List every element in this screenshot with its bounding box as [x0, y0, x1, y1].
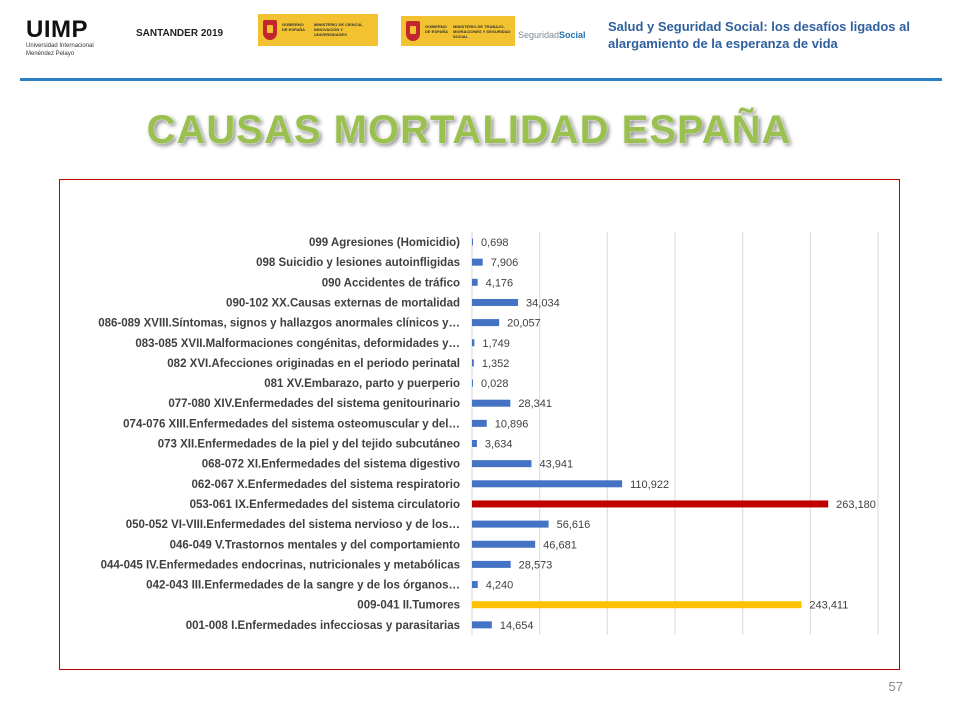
category-label: 099 Agresiones (Homicidio)	[309, 237, 460, 249]
ministry-labour-block: GOBIERNO DE ESPAÑA MINISTERIO DE TRABAJO…	[401, 16, 515, 46]
ministry-labour-logo: GOBIERNO DE ESPAÑA MINISTERIO DE TRABAJO…	[401, 16, 586, 46]
bar	[472, 298, 519, 306]
category-label: 098 Suicidio y lesiones autoinfligidas	[256, 257, 460, 269]
uimp-logo: UIMP Universidad Internacional Menéndez …	[26, 18, 106, 58]
data-label: 43,941	[539, 459, 573, 471]
category-label: 077-080 XIV.Enfermedades del sistema gen…	[168, 398, 460, 410]
bar	[472, 460, 532, 468]
bar	[472, 379, 473, 387]
data-label: 0,028	[481, 378, 509, 390]
bar	[472, 480, 623, 488]
bar	[472, 540, 536, 548]
category-label: 053-061 IX.Enfermedades del sistema circ…	[190, 499, 460, 511]
uimp-logo-subtitle-2: Menéndez Pelayo	[26, 51, 75, 57]
bar	[472, 278, 478, 286]
ministry-labour-gov-text: GOBIERNO DE ESPAÑA	[425, 24, 449, 34]
data-label: 46,681	[543, 539, 577, 551]
mortality-bar-chart: 099 Agresiones (Homicidio) 0,698 098 Suici…	[98, 232, 879, 635]
data-label: 20,057	[507, 318, 541, 330]
data-label: 7,906	[491, 257, 519, 269]
category-label: 001-008 I.Enfermedades infecciosas y par…	[186, 620, 460, 632]
bar	[472, 419, 487, 427]
category-label: 046-049 V.Trastornos mentales y del comp…	[170, 539, 460, 551]
category-label: 044-045 IV.Enfermedades endocrinas, nutr…	[101, 559, 460, 571]
bar	[472, 339, 475, 347]
bar	[472, 440, 477, 447]
bar	[472, 621, 492, 629]
ministry-science-gov-text: GOBIERNO DE ESPAÑA	[282, 22, 306, 32]
conference-title: Salud y Seguridad Social: los desafíos l…	[608, 18, 938, 52]
category-label: 050-052 VI-VIII.Enfermedades del sistema…	[126, 519, 460, 531]
slide-title: CAUSAS MORTALIDAD ESPAÑA	[146, 108, 792, 152]
data-label: 1,352	[482, 358, 510, 370]
data-label: 3,634	[485, 439, 513, 451]
category-label: 009-041 II.Tumores	[357, 600, 460, 612]
data-label: 14,654	[500, 620, 534, 632]
category-label: 068-072 XI.Enfermedades del sistema dige…	[202, 459, 460, 471]
category-label: 062-067 X.Enfermedades del sistema respi…	[192, 479, 460, 491]
uimp-logo-subtitle-1: Universidad Internacional	[26, 43, 94, 49]
uimp-logo-name: UIMP	[26, 16, 88, 43]
bar	[472, 399, 511, 407]
page-number: 57	[888, 679, 903, 694]
conference-title-line-2: alargamiento de la esperanza de vida	[608, 36, 838, 51]
conference-title-line-1: Salud y Seguridad Social: los desafíos l…	[608, 19, 910, 34]
ss-suffix: Social	[559, 30, 586, 40]
data-label: 110,922	[630, 479, 669, 491]
category-label: 081 XV.Embarazo, parto y puerperio	[264, 378, 460, 390]
bar	[472, 601, 802, 609]
spain-shield-icon	[263, 20, 277, 40]
data-label: 263,180	[836, 499, 876, 511]
ministry-science-logo: GOBIERNO DE ESPAÑA MINISTERIO DE CIENCIA…	[258, 14, 378, 46]
bar	[472, 560, 511, 568]
category-label: 083-085 XVII.Malformaciones congénitas, …	[135, 338, 460, 350]
bar	[472, 359, 474, 367]
category-label: 074-076 XIII.Enfermedades del sistema os…	[123, 418, 460, 430]
data-label: 243,411	[809, 600, 848, 612]
data-label: 4,240	[486, 580, 514, 592]
chart-frame: 099 Agresiones (Homicidio) 0,698 098 Suici…	[59, 179, 900, 670]
data-label: 28,573	[519, 559, 553, 571]
data-label: 56,616	[557, 519, 591, 531]
slide-header: UIMP Universidad Internacional Menéndez …	[0, 0, 960, 81]
bar	[472, 581, 478, 589]
data-label: 10,896	[495, 418, 529, 430]
data-label: 4,176	[486, 277, 514, 289]
bar	[472, 520, 549, 528]
category-label: 090 Accidentes de tráfico	[322, 277, 460, 289]
spain-shield-icon	[406, 21, 420, 41]
category-label: 086-089 XVIII.Síntomas, signos y hallazg…	[98, 318, 460, 330]
bar	[472, 500, 829, 508]
data-label: 28,341	[518, 398, 552, 410]
data-label: 1,749	[482, 338, 510, 350]
header-divider	[20, 78, 942, 81]
bar	[472, 258, 483, 266]
category-label: 090-102 XX.Causas externas de mortalidad	[226, 297, 460, 309]
bar	[472, 238, 473, 246]
seguridad-social-logo: SeguridadSocial	[518, 30, 586, 40]
category-label: 073 XII.Enfermedades de la piel y del te…	[158, 439, 460, 451]
data-label: 0,698	[481, 237, 509, 249]
category-label: 042-043 III.Enfermedades de la sangre y …	[146, 580, 460, 592]
ministry-science-name: MINISTERIO DE CIENCIA, INNOVACIÓN Y UNIV…	[314, 22, 363, 37]
event-label: SANTANDER 2019	[136, 28, 224, 39]
ss-prefix: Seguridad	[518, 30, 560, 40]
category-label: 082 XVI.Afecciones originadas en el peri…	[167, 358, 460, 370]
ministry-labour-name: MINISTERIO DE TRABAJO, MIGRACIONES Y SEG…	[453, 24, 511, 39]
data-label: 34,034	[526, 297, 560, 309]
bar	[472, 319, 500, 327]
